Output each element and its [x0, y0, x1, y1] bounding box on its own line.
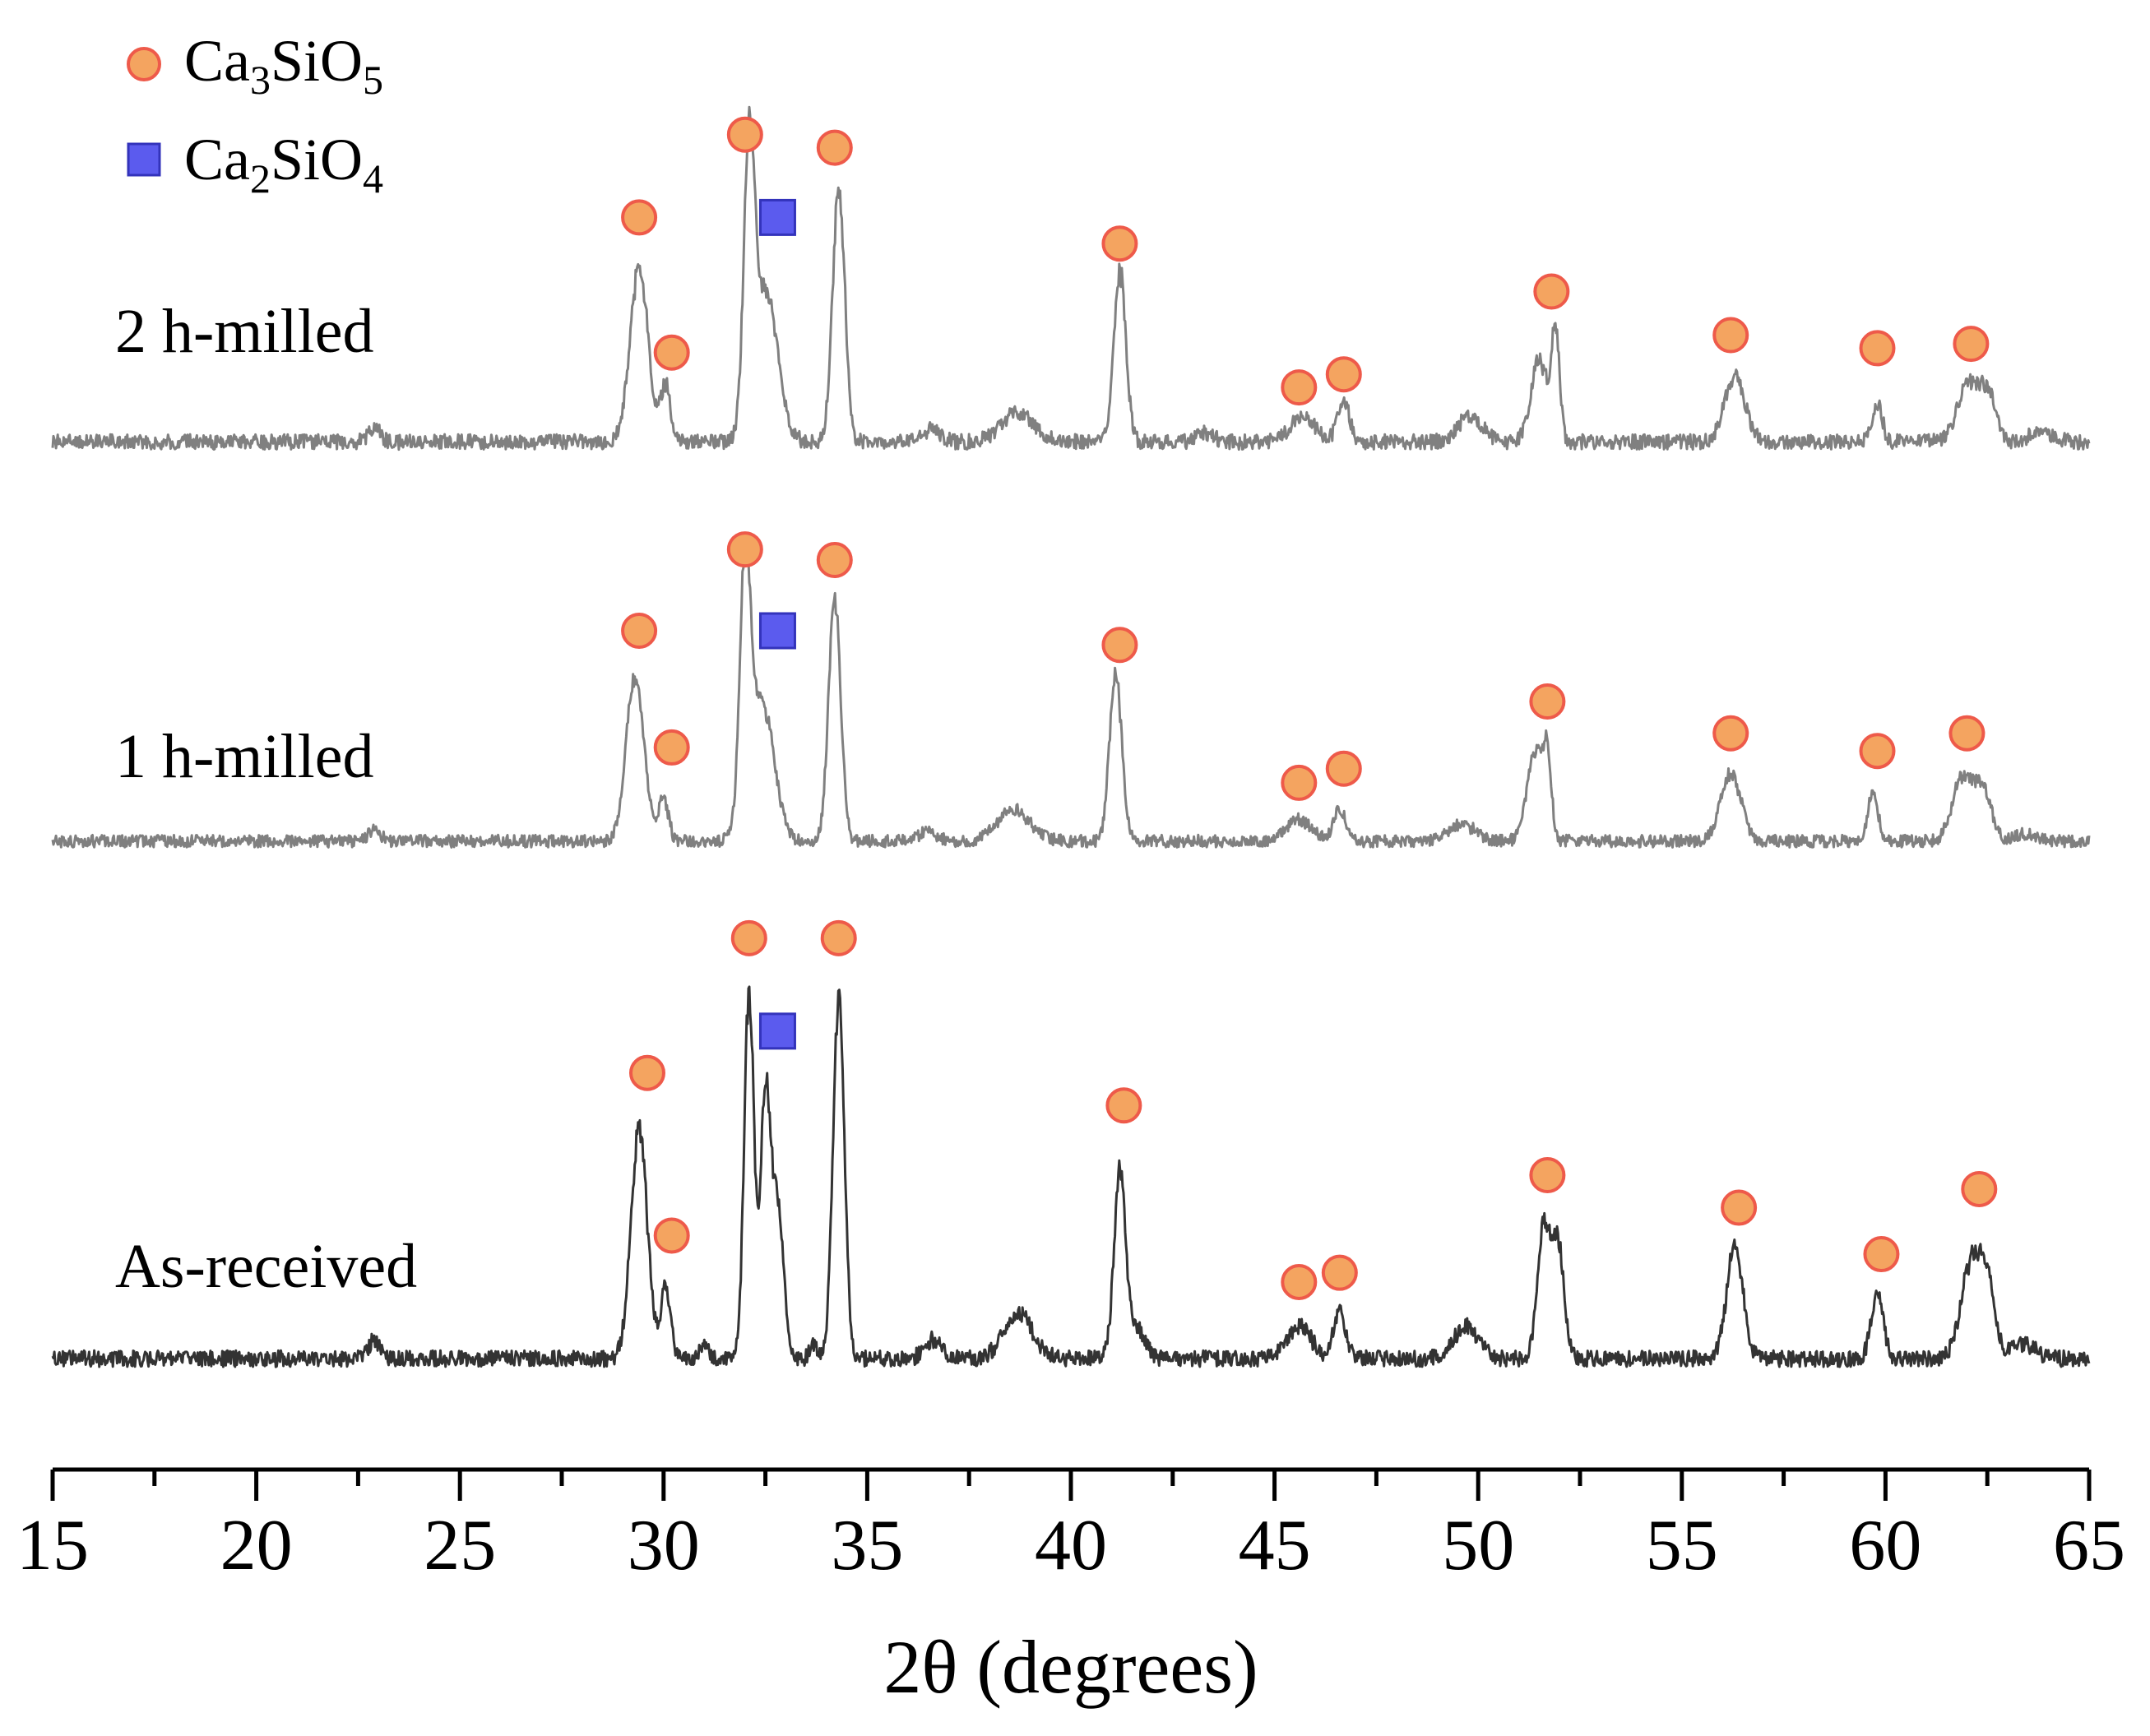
peak-marker-c3s: [730, 919, 767, 956]
peak-marker-c3s: [1529, 683, 1566, 720]
x-tick-label: 55: [1646, 1506, 1718, 1586]
peak-marker-c3s: [1325, 750, 1362, 787]
peak-marker-c3s: [1281, 369, 1318, 406]
peak-marker-c3s: [1281, 764, 1318, 801]
legend-c3s-sub1: 3: [250, 57, 271, 103]
peak-marker-c3s: [1281, 1263, 1318, 1300]
peak-marker-c3s: [1863, 1236, 1900, 1273]
peak-marker-c3s: [1859, 733, 1896, 770]
peak-marker-c3s: [726, 531, 763, 568]
x-axis: 15 20 25 30 35 40 45 50 55 60 65 2θ (degrees): [16, 1467, 2125, 1709]
x-tick-label: 45: [1239, 1506, 1311, 1586]
series-line-0: [51, 105, 2091, 451]
peak-marker-c3s: [1712, 715, 1749, 752]
peak-marker-c3s: [1321, 1254, 1358, 1291]
legend-c3s-sub2: 5: [363, 57, 383, 103]
x-tick-label: 40: [1035, 1506, 1107, 1586]
peak-marker-c3s: [816, 129, 853, 166]
peak-marker-c3s: [816, 542, 853, 578]
peak-marker-c2s: [758, 198, 796, 236]
x-tick-label: 50: [1442, 1506, 1514, 1586]
series-label: 1 h-milled: [115, 722, 374, 791]
x-tick-label: 30: [628, 1506, 700, 1586]
legend-label-c2s: Ca2SiO4: [184, 127, 383, 201]
legend-c3s-main: Ca: [184, 28, 250, 94]
peak-marker-c3s: [1721, 1189, 1758, 1226]
peak-marker-c2s: [758, 612, 796, 650]
x-tick-label: 15: [16, 1506, 89, 1586]
series-label: As-received: [115, 1232, 417, 1301]
x-tick-label: 60: [1849, 1506, 1921, 1586]
peak-marker-c3s: [621, 613, 658, 649]
x-tick-layer: 15 20 25 30 35 40 45 50 55 60 65: [16, 1470, 2125, 1586]
legend-marker-c2s: [127, 142, 161, 177]
peak-marker-c3s: [1533, 273, 1570, 310]
legend-marker-c3s: [127, 47, 161, 81]
peak-marker-c3s: [820, 919, 857, 956]
peak-marker-c3s: [621, 199, 658, 236]
x-tick-label: 35: [831, 1506, 903, 1586]
peak-marker-c3s: [653, 1217, 690, 1254]
peak-marker-c3s: [726, 116, 763, 153]
series-line-2: [51, 985, 2091, 1368]
peak-marker-c3s: [1712, 317, 1749, 354]
peak-marker-c3s: [1859, 330, 1896, 367]
series-line-1: [51, 541, 2091, 849]
peak-marker-c2s: [758, 1012, 796, 1050]
peak-marker-c3s: [1325, 356, 1362, 393]
series-label: 2 h-milled: [115, 297, 374, 366]
x-tick-label: 65: [2053, 1506, 2125, 1586]
peak-marker-c3s: [1105, 1087, 1142, 1124]
peak-marker-c3s: [1101, 225, 1138, 262]
peak-marker-c3s: [1529, 1157, 1566, 1193]
legend-c2s-mid: SiO: [271, 127, 363, 192]
legend-c2s-sub1: 2: [250, 155, 271, 201]
peak-marker-c3s: [653, 729, 690, 766]
x-tick-label: 20: [220, 1506, 293, 1586]
x-axis-title: 2θ (degrees): [883, 1625, 1258, 1709]
series-layer: [51, 105, 2091, 1368]
peak-marker-c3s: [1953, 326, 1990, 363]
series-label-layer: 2 h-milled 1 h-milled As-received: [115, 297, 417, 1301]
legend: Ca3SiO5 Ca2SiO4: [127, 28, 383, 201]
legend-c2s-main: Ca: [184, 127, 250, 192]
legend-c3s-mid: SiO: [271, 28, 363, 94]
peak-marker-c3s: [1101, 627, 1138, 664]
legend-label-c3s: Ca3SiO5: [184, 28, 383, 103]
x-tick-label: 25: [424, 1506, 496, 1586]
marker-layer: [621, 116, 1998, 1300]
peak-marker-c3s: [1948, 715, 1986, 752]
peak-marker-c3s: [653, 334, 690, 371]
legend-c2s-sub2: 4: [363, 155, 383, 201]
peak-marker-c3s: [628, 1054, 665, 1091]
peak-marker-c3s: [1961, 1170, 1998, 1207]
